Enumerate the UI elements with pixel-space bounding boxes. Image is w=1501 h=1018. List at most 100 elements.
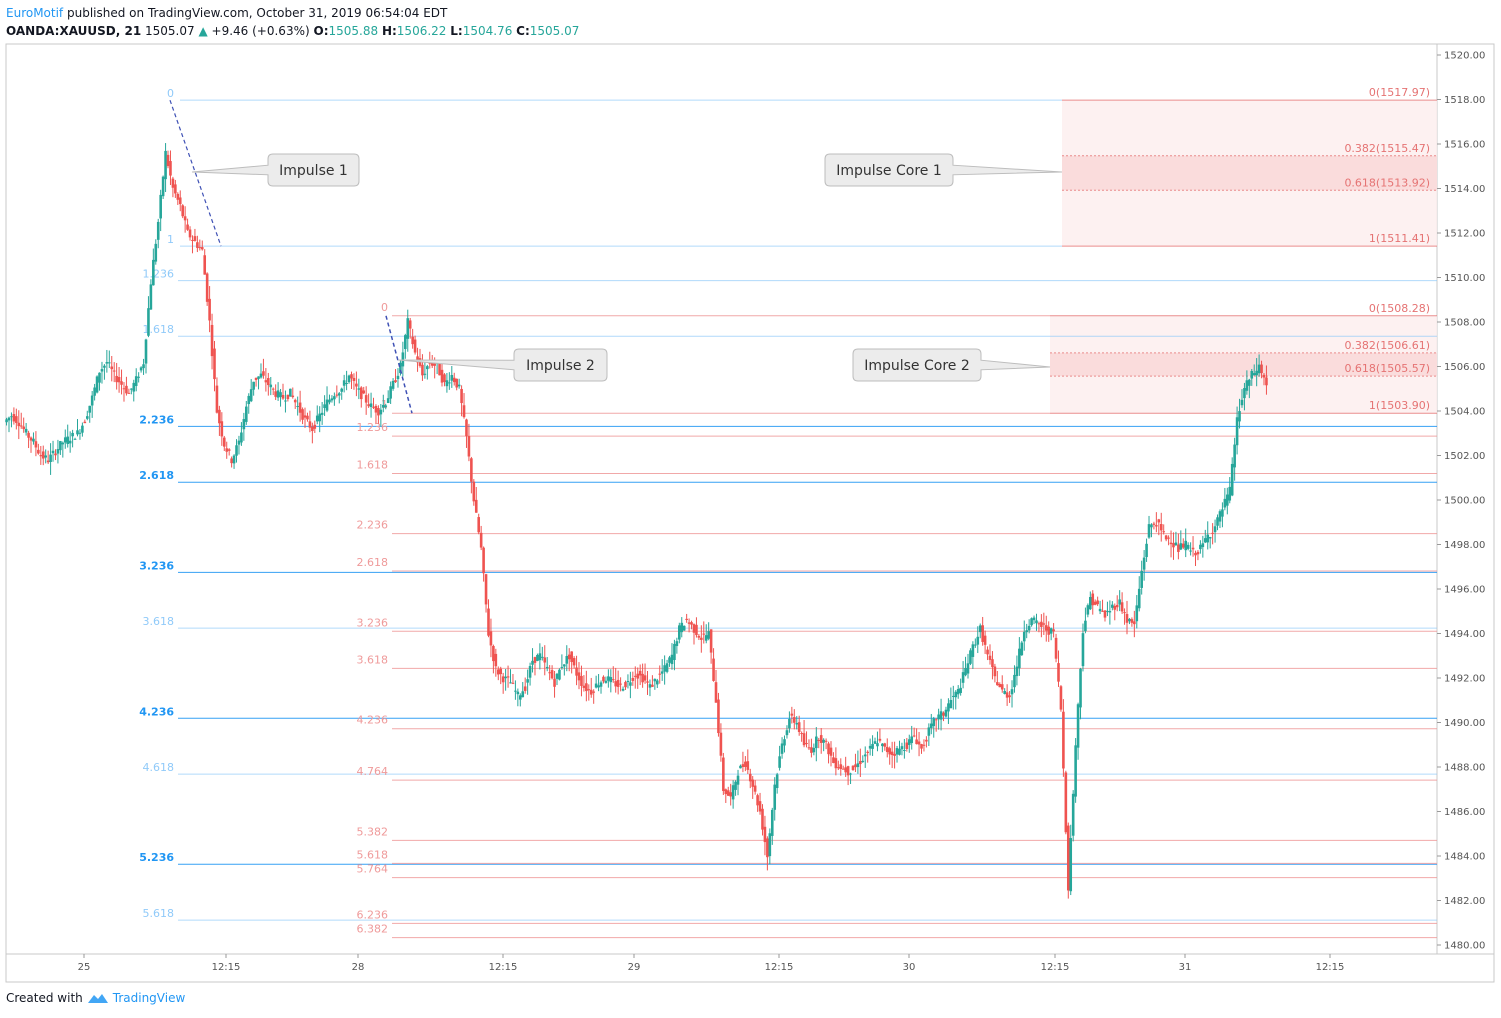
candle-body	[514, 690, 517, 692]
candle-body	[279, 392, 282, 397]
candle-body	[1245, 380, 1249, 391]
candle-body	[1125, 614, 1129, 623]
candle-body	[797, 722, 801, 732]
candle-body	[658, 673, 662, 675]
candle-body	[585, 683, 588, 692]
candle-body	[340, 388, 344, 392]
candle-body	[108, 362, 111, 364]
candle-body	[1233, 444, 1236, 468]
candle-body	[379, 409, 383, 415]
candle-body	[147, 308, 150, 336]
candle-body	[377, 408, 380, 416]
candle-body	[895, 748, 899, 755]
candle-body	[700, 637, 703, 640]
low-value: 1504.76	[462, 24, 513, 38]
impulse-2-trend-line	[385, 315, 413, 414]
candle-body	[1152, 523, 1156, 525]
candle-body	[1260, 364, 1263, 374]
candle-body	[829, 747, 833, 756]
impulse-core-2-level-label: 0(1508.28)	[1369, 302, 1430, 315]
candle-body	[220, 421, 224, 437]
candle-body	[276, 390, 280, 398]
candle-body	[907, 739, 911, 745]
author-link[interactable]: EuroMotif	[6, 6, 64, 20]
y-tick-label: 1488.00	[1444, 763, 1485, 774]
candle-body	[90, 395, 94, 406]
candle-body	[313, 424, 317, 429]
candle-body	[232, 455, 236, 464]
candle-body	[1062, 711, 1065, 769]
candle-body	[115, 375, 118, 383]
candle-body	[558, 669, 561, 680]
candle-body	[702, 633, 706, 635]
candle-body	[386, 398, 390, 404]
candle-body	[242, 419, 246, 430]
candle-body	[103, 365, 106, 368]
candle-body	[1025, 630, 1028, 633]
candle-body	[655, 680, 659, 685]
candle-body	[834, 758, 838, 769]
candle-body	[1155, 525, 1158, 527]
candle-body	[176, 193, 180, 200]
candle-body	[1054, 637, 1058, 659]
impulse-core-2-callout-label: Impulse Core 2	[864, 358, 970, 374]
candle-body	[1162, 531, 1165, 533]
candle-body	[1093, 601, 1097, 605]
candle-body	[127, 392, 131, 394]
fib2-level-label: 6.236	[357, 908, 389, 921]
candle-body	[325, 399, 329, 411]
plot-frame	[5, 43, 1495, 983]
tradingview-link[interactable]: TradingView	[112, 991, 186, 1005]
candle-body	[841, 768, 845, 770]
candle-body	[587, 689, 591, 691]
candle-body	[682, 625, 686, 631]
candle-body	[800, 733, 803, 735]
y-tick-label: 1514.00	[1444, 184, 1485, 195]
candle-body	[748, 773, 752, 782]
candle-body	[1042, 623, 1046, 625]
candle-body	[553, 678, 556, 687]
candle-body	[46, 460, 50, 463]
candle-body	[678, 625, 681, 640]
candle-body	[859, 761, 862, 765]
candle-body	[1108, 611, 1112, 613]
candle-body	[134, 376, 138, 387]
candle-body	[665, 663, 669, 672]
candle-body	[675, 641, 679, 647]
candle-body	[381, 404, 385, 408]
candle-body	[993, 666, 997, 677]
candle-body	[213, 348, 216, 380]
candle-body	[19, 425, 23, 427]
candle-body	[1027, 625, 1031, 631]
candle-body	[15, 416, 18, 423]
candle-body	[690, 622, 693, 625]
candle-body	[1135, 605, 1139, 622]
candle-body	[944, 709, 948, 717]
candle-body	[1181, 543, 1185, 548]
candle-body	[636, 673, 640, 679]
up-arrow-icon: ▲	[198, 24, 208, 38]
candle-body	[391, 380, 395, 389]
candle-body	[355, 383, 358, 387]
candle-body	[210, 324, 214, 357]
candle-body	[95, 376, 99, 393]
candle-body	[1040, 621, 1043, 627]
candle-body	[254, 377, 258, 380]
candle-body	[1172, 543, 1175, 548]
candle-body	[411, 336, 414, 345]
candle-body	[991, 659, 994, 668]
candle-body	[523, 686, 527, 691]
candle-body	[511, 682, 515, 684]
candle-body	[822, 739, 825, 743]
candle-body	[83, 421, 87, 424]
candle-body	[1000, 684, 1004, 690]
candle-body	[374, 405, 378, 413]
candle-body	[1049, 628, 1053, 634]
candle-body	[68, 440, 72, 444]
candle-body	[704, 635, 708, 641]
candle-body	[32, 438, 35, 442]
candle-body	[631, 678, 635, 681]
candle-body	[969, 650, 972, 664]
candle-body	[1228, 486, 1232, 501]
